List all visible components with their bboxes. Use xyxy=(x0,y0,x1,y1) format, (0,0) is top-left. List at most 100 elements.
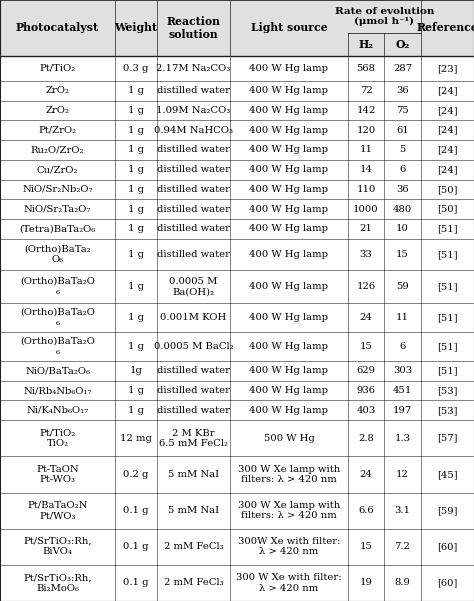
Text: 1 g: 1 g xyxy=(128,145,144,154)
Text: Ni/K₄Nb₆O₁₇: Ni/K₄Nb₆O₁₇ xyxy=(27,406,89,415)
Text: Pt/TiO₂
TiO₂: Pt/TiO₂ TiO₂ xyxy=(39,429,76,448)
Text: 12: 12 xyxy=(396,470,409,479)
Text: 400 W Hg lamp: 400 W Hg lamp xyxy=(249,165,328,174)
Bar xyxy=(0,56,474,81)
Text: 197: 197 xyxy=(393,406,412,415)
Text: 1.09M Na₂CO₃: 1.09M Na₂CO₃ xyxy=(156,106,231,115)
Text: Pt-TaON
Pt-WO₃: Pt-TaON Pt-WO₃ xyxy=(36,465,79,484)
Text: distilled water: distilled water xyxy=(157,250,230,259)
Text: 400 W Hg lamp: 400 W Hg lamp xyxy=(249,406,328,415)
Text: 400 W Hg lamp: 400 W Hg lamp xyxy=(249,250,328,259)
Text: 0.1 g: 0.1 g xyxy=(123,542,149,551)
Text: 400 W Hg lamp: 400 W Hg lamp xyxy=(249,86,328,95)
Text: Pt/SrTiO₃:Rh,
Bi₂MoO₆: Pt/SrTiO₃:Rh, Bi₂MoO₆ xyxy=(23,573,92,593)
Text: [53]: [53] xyxy=(437,386,457,395)
Text: 11: 11 xyxy=(396,313,409,322)
Bar xyxy=(0,219,474,239)
Bar xyxy=(0,303,474,332)
Text: 0.0005 M BaCl₂: 0.0005 M BaCl₂ xyxy=(154,342,233,351)
Text: 400 W Hg lamp: 400 W Hg lamp xyxy=(249,106,328,115)
Text: Light source: Light source xyxy=(251,22,327,34)
Text: 15: 15 xyxy=(360,342,373,351)
Text: 142: 142 xyxy=(356,106,376,115)
Bar xyxy=(0,332,474,361)
Text: 1 g: 1 g xyxy=(128,386,144,395)
Text: 15: 15 xyxy=(396,250,409,259)
Text: 6: 6 xyxy=(400,165,406,174)
Text: Weight: Weight xyxy=(115,22,157,34)
Text: [50]: [50] xyxy=(437,204,457,213)
Text: 400 W Hg lamp: 400 W Hg lamp xyxy=(249,64,328,73)
Text: 72: 72 xyxy=(360,86,373,95)
Text: 0.001M KOH: 0.001M KOH xyxy=(160,313,227,322)
Text: 1.3: 1.3 xyxy=(394,434,410,443)
Text: (Ortho)BaTa₂O
₆: (Ortho)BaTa₂O ₆ xyxy=(20,277,95,296)
Bar xyxy=(0,456,474,492)
Text: 400 W Hg lamp: 400 W Hg lamp xyxy=(249,367,328,376)
Text: 1 g: 1 g xyxy=(128,185,144,194)
Text: Pt/BaTaO₂N
Pt/WO₃: Pt/BaTaO₂N Pt/WO₃ xyxy=(27,501,88,520)
Text: 1 g: 1 g xyxy=(128,342,144,351)
Text: 5 mM NaI: 5 mM NaI xyxy=(168,506,219,515)
Text: 1 g: 1 g xyxy=(128,250,144,259)
Text: 1000: 1000 xyxy=(353,204,379,213)
Text: (Ortho)BaTa₂
O₆: (Ortho)BaTa₂ O₆ xyxy=(24,245,91,264)
Text: 11: 11 xyxy=(359,145,373,154)
Text: 1 g: 1 g xyxy=(128,86,144,95)
Text: 6.6: 6.6 xyxy=(358,506,374,515)
Bar xyxy=(0,180,474,200)
Text: 300 W Xe lamp with
filters: λ > 420 nm: 300 W Xe lamp with filters: λ > 420 nm xyxy=(238,501,340,520)
Text: 3.1: 3.1 xyxy=(394,506,410,515)
Text: 7.2: 7.2 xyxy=(394,542,410,551)
Text: 14: 14 xyxy=(359,165,373,174)
Text: 120: 120 xyxy=(356,126,375,135)
Text: 12 mg: 12 mg xyxy=(120,434,152,443)
Text: 8.9: 8.9 xyxy=(394,578,410,587)
Text: 500 W Hg: 500 W Hg xyxy=(264,434,314,443)
Text: 400 W Hg lamp: 400 W Hg lamp xyxy=(249,126,328,135)
Text: 0.2 g: 0.2 g xyxy=(123,470,149,479)
Text: 24: 24 xyxy=(360,313,373,322)
Text: Reaction
solution: Reaction solution xyxy=(166,16,220,40)
Text: 2.8: 2.8 xyxy=(358,434,374,443)
Text: 59: 59 xyxy=(396,282,409,291)
Bar xyxy=(0,420,474,456)
Text: 5 mM NaI: 5 mM NaI xyxy=(168,470,219,479)
Text: [24]: [24] xyxy=(437,86,458,95)
Text: Cu/ZrO₂: Cu/ZrO₂ xyxy=(37,165,78,174)
Text: [24]: [24] xyxy=(437,145,458,154)
Bar xyxy=(0,200,474,219)
Text: (Ortho)BaTa₂O
₆: (Ortho)BaTa₂O ₆ xyxy=(20,308,95,328)
Bar xyxy=(0,120,474,140)
Text: 0.1 g: 0.1 g xyxy=(123,578,149,587)
Text: 2 mM FeCl₃: 2 mM FeCl₃ xyxy=(164,578,223,587)
Text: 1 g: 1 g xyxy=(128,165,144,174)
Text: [57]: [57] xyxy=(437,434,457,443)
Text: Ni/Rb₄Nb₆O₁₇: Ni/Rb₄Nb₆O₁₇ xyxy=(23,386,92,395)
Text: 936: 936 xyxy=(356,386,375,395)
Text: distilled water: distilled water xyxy=(157,224,230,233)
Bar xyxy=(0,565,474,601)
Text: [45]: [45] xyxy=(437,470,458,479)
Text: [24]: [24] xyxy=(437,165,458,174)
Text: ZrO₂: ZrO₂ xyxy=(46,86,70,95)
Text: [50]: [50] xyxy=(437,185,457,194)
Text: [51]: [51] xyxy=(437,342,458,351)
Text: 36: 36 xyxy=(396,185,409,194)
Text: 21: 21 xyxy=(360,224,373,233)
Text: 1 g: 1 g xyxy=(128,126,144,135)
Text: 400 W Hg lamp: 400 W Hg lamp xyxy=(249,313,328,322)
Text: 400 W Hg lamp: 400 W Hg lamp xyxy=(249,185,328,194)
Text: 400 W Hg lamp: 400 W Hg lamp xyxy=(249,282,328,291)
Text: 1 g: 1 g xyxy=(128,282,144,291)
Text: 300 W Xe lamp with
filters: λ > 420 nm: 300 W Xe lamp with filters: λ > 420 nm xyxy=(238,465,340,484)
Text: 10: 10 xyxy=(396,224,409,233)
Text: 300W Xe with filter:
λ > 420 nm: 300W Xe with filter: λ > 420 nm xyxy=(237,537,340,557)
Text: Ru₂O/ZrO₂: Ru₂O/ZrO₂ xyxy=(31,145,84,154)
Text: 400 W Hg lamp: 400 W Hg lamp xyxy=(249,342,328,351)
Text: 1 g: 1 g xyxy=(128,204,144,213)
Text: 400 W Hg lamp: 400 W Hg lamp xyxy=(249,386,328,395)
Text: [53]: [53] xyxy=(437,406,457,415)
Text: [51]: [51] xyxy=(437,224,458,233)
Text: [23]: [23] xyxy=(437,64,457,73)
